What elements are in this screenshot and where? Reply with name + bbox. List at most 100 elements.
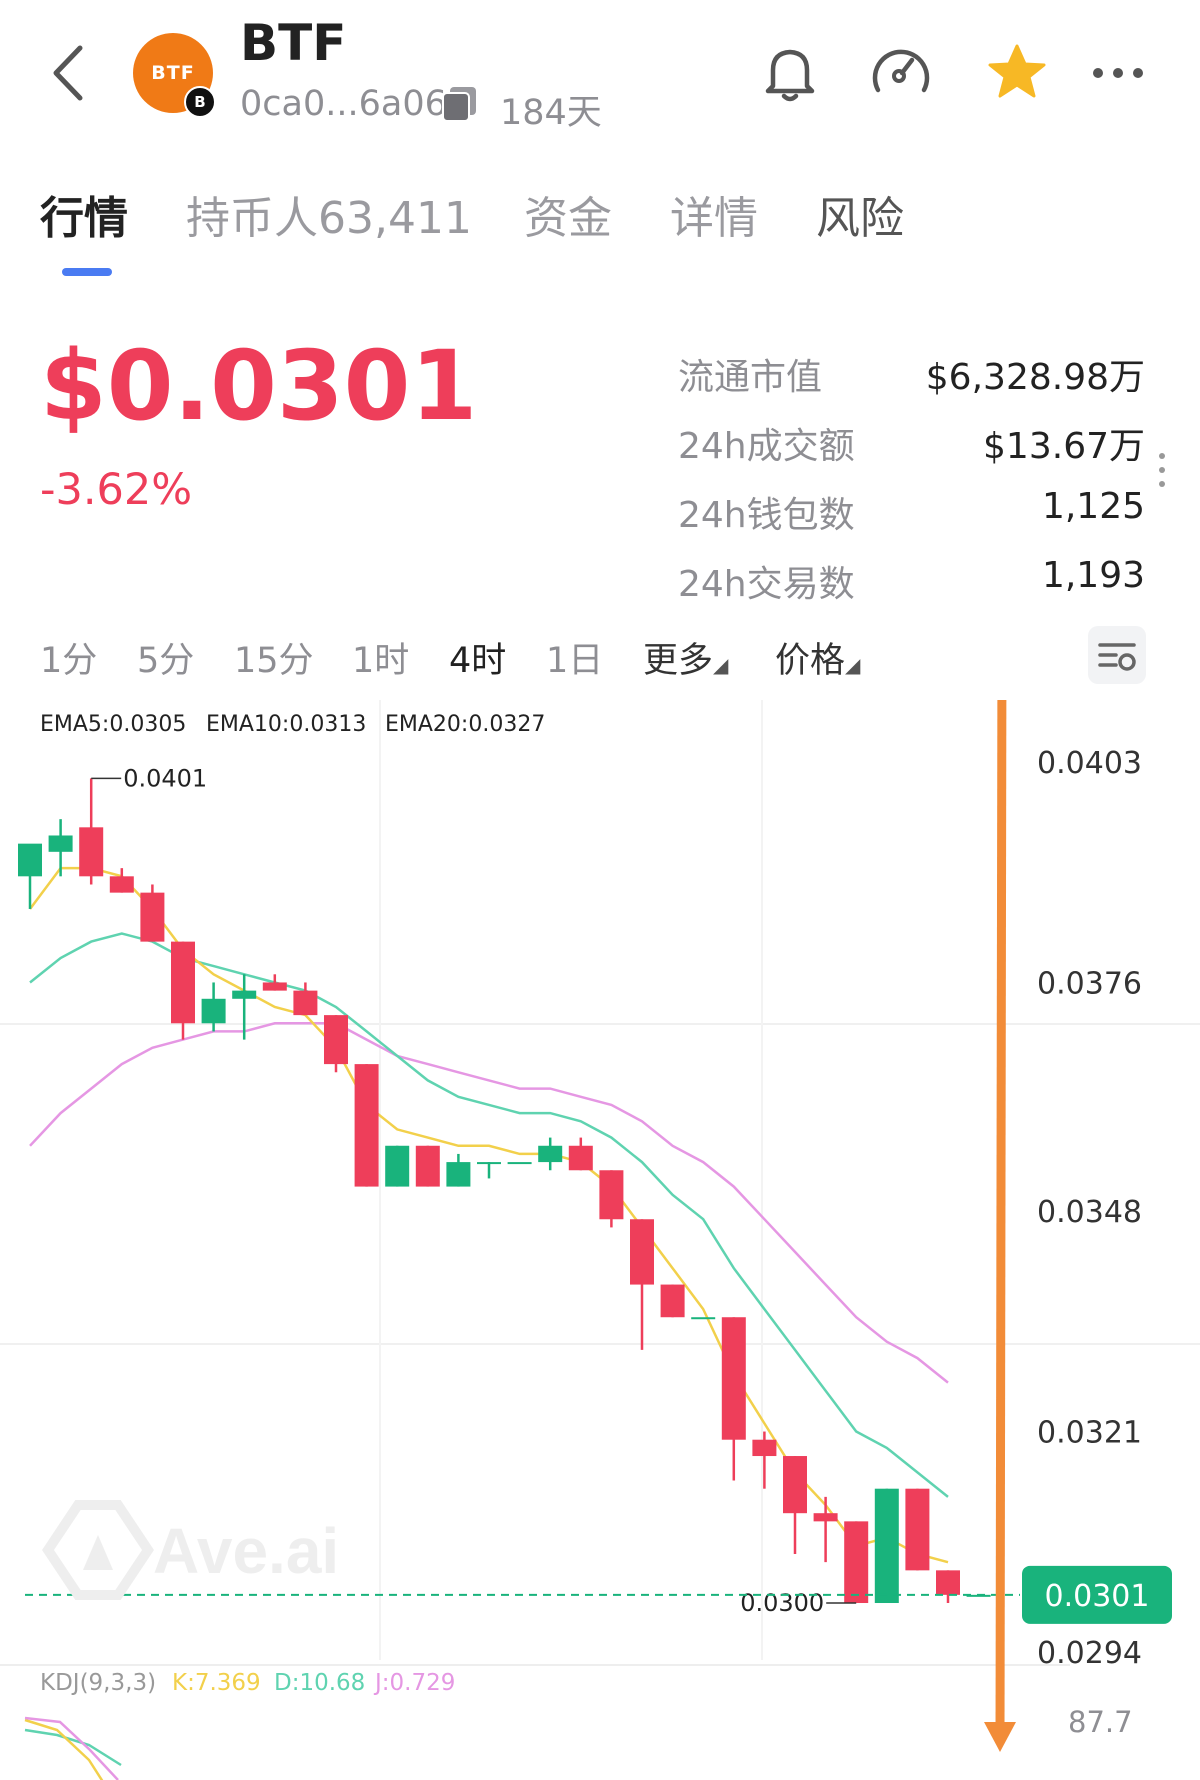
chain-badge: B xyxy=(184,86,216,118)
timeframe-5m[interactable]: 5分 xyxy=(137,641,195,681)
stat-value-volume: $13.67万 xyxy=(983,426,1145,467)
ema5-legend: EMA5:0.0305 xyxy=(40,712,187,737)
tab-market[interactable]: 行情 xyxy=(40,193,128,244)
high-price-label: 0.0401 xyxy=(123,764,207,792)
more-timeframes-dropdown[interactable]: 更多◢ xyxy=(643,632,728,683)
candle-body xyxy=(171,941,195,1024)
candle-body xyxy=(630,1219,654,1285)
candle-body xyxy=(599,1170,624,1220)
timeframe-1h[interactable]: 1时 xyxy=(352,641,410,681)
candle-body xyxy=(874,1488,899,1604)
dropdown-triangle-icon: ◢ xyxy=(713,653,729,677)
current-price-tag-text: 0.0301 xyxy=(1045,1579,1150,1614)
kdj_d-line xyxy=(24,1728,122,1767)
token-age: 184天 xyxy=(500,93,602,133)
star-icon[interactable] xyxy=(982,38,1052,108)
kdj-j-line xyxy=(24,1716,119,1780)
y-axis-label: 0.0348 xyxy=(1037,1195,1142,1230)
stat-label-wallets: 24h钱包数 xyxy=(678,495,855,536)
stat-value-trades: 1,193 xyxy=(1041,555,1145,596)
stat-value-wallets: 1,125 xyxy=(1041,486,1145,527)
candle-body xyxy=(201,998,226,1024)
coin-name: BTF xyxy=(240,14,347,72)
copy-icon[interactable] xyxy=(440,84,480,124)
current-price-tag xyxy=(1022,1565,1172,1624)
vertical-more-icon[interactable] xyxy=(1157,450,1167,490)
candle-body xyxy=(385,1145,410,1187)
kdj-d: D:10.68 xyxy=(274,1670,366,1696)
candle-body xyxy=(905,1488,930,1571)
tab-holders[interactable]: 持币人63,411 xyxy=(186,193,472,244)
stat-value-market-cap: $6,328.98万 xyxy=(925,357,1145,398)
more-icon[interactable] xyxy=(1083,38,1153,108)
kdj-j: J:0.729 xyxy=(375,1670,456,1696)
tab-funds[interactable]: 资金 xyxy=(524,193,612,244)
current-price: $0.0301 xyxy=(40,330,478,442)
candle-body xyxy=(79,827,104,877)
ave-watermark-icon: Ave.ai xyxy=(41,1500,339,1600)
active-tab-indicator xyxy=(62,268,112,276)
stat-label-volume: 24h成交额 xyxy=(678,426,855,467)
candle-body xyxy=(936,1570,960,1595)
candle-body xyxy=(48,835,73,852)
price-change: -3.62% xyxy=(40,465,193,515)
gauge-icon[interactable] xyxy=(866,38,936,108)
y-axis-label: 0.0376 xyxy=(1037,966,1142,1001)
candle-body xyxy=(262,982,287,991)
timeframe-15m[interactable]: 15分 xyxy=(234,641,314,681)
candle-body xyxy=(446,1162,471,1187)
watermark-text: Ave.ai xyxy=(153,1515,339,1587)
y-axis-label: 0.0403 xyxy=(1037,746,1142,781)
bell-icon[interactable] xyxy=(755,38,825,108)
candle-body xyxy=(354,1064,379,1187)
timeframe-1m[interactable]: 1分 xyxy=(40,641,98,681)
ema10-line xyxy=(29,932,949,1498)
ema20-legend: EMA20:0.0327 xyxy=(385,712,546,737)
price-type-dropdown[interactable]: 价格◢ xyxy=(775,632,860,683)
timeframe-4h[interactable]: 4时 xyxy=(449,641,507,681)
candle-body xyxy=(568,1145,593,1171)
more-label: 更多 xyxy=(643,641,714,681)
candle-body xyxy=(721,1317,746,1440)
back-icon[interactable] xyxy=(40,38,100,108)
tab-details[interactable]: 详情 xyxy=(670,193,758,244)
tab-risk[interactable]: 风险 xyxy=(816,193,904,244)
kdj_k-line xyxy=(24,1718,104,1780)
ema20-line xyxy=(29,1022,949,1384)
timeframe-1d[interactable]: 1日 xyxy=(546,641,604,681)
contract-address: 0ca0...6a06 xyxy=(240,84,447,124)
candle-body xyxy=(507,1162,532,1165)
low-price-label: 0.0300 xyxy=(740,1589,824,1617)
candle-body xyxy=(752,1439,777,1457)
candle-body xyxy=(293,990,318,1016)
kdj-k: K:7.369 xyxy=(172,1670,261,1696)
annotation-arrow-shaft xyxy=(995,700,1007,1741)
dropdown-triangle-icon: ◢ xyxy=(845,653,861,677)
ema5-line xyxy=(28,866,949,1564)
candle-body xyxy=(783,1456,807,1514)
y-axis-label: 0.0321 xyxy=(1037,1416,1142,1451)
kdj-label: KDJ(9,3,3) xyxy=(40,1670,157,1696)
candle-body xyxy=(538,1145,563,1163)
candle-body xyxy=(691,1317,716,1320)
candle-body xyxy=(18,843,42,877)
candle-body xyxy=(140,892,165,942)
ema10-legend: EMA10:0.0313 xyxy=(206,712,367,737)
price-chart[interactable]: 0.0401 0.0300 0.0301 0.0403 0.0376 0.0348 0.03… xyxy=(0,700,1200,1780)
stat-label-trades: 24h交易数 xyxy=(678,564,855,605)
candle-body xyxy=(109,876,134,893)
stat-label-market-cap: 流通市值 xyxy=(678,357,823,398)
chart-settings-icon[interactable] xyxy=(1088,626,1146,684)
candle-body xyxy=(324,1015,348,1065)
coin-logo: BTF xyxy=(133,33,213,113)
candle-body xyxy=(232,990,257,999)
candle-body xyxy=(477,1162,501,1165)
candle-body xyxy=(415,1145,440,1187)
kdj-axis-value: 87.7 xyxy=(1068,1705,1133,1739)
y-axis-label: 0.0294 xyxy=(1037,1636,1142,1671)
price-label: 价格 xyxy=(775,641,846,681)
candle-body xyxy=(844,1521,869,1604)
candle-body xyxy=(660,1284,685,1318)
annotation-arrow-head xyxy=(984,1722,1016,1752)
candle-body xyxy=(813,1513,838,1522)
